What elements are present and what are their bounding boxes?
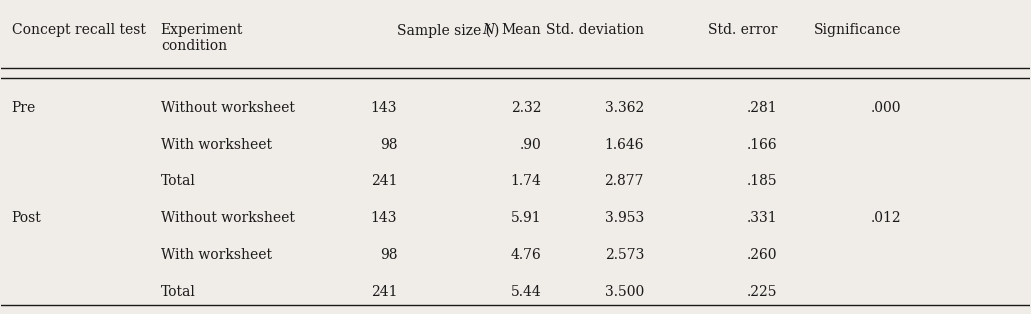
Text: N: N xyxy=(483,23,495,37)
Text: Std. deviation: Std. deviation xyxy=(546,23,644,37)
Text: Sample size (: Sample size ( xyxy=(397,23,491,38)
Text: 1.646: 1.646 xyxy=(604,138,644,152)
Text: ): ) xyxy=(493,23,498,37)
Text: .166: .166 xyxy=(747,138,777,152)
Text: 5.44: 5.44 xyxy=(510,284,541,299)
Text: .225: .225 xyxy=(747,284,777,299)
Text: Pre: Pre xyxy=(11,101,36,115)
Text: .185: .185 xyxy=(747,175,777,188)
Text: Concept recall test: Concept recall test xyxy=(11,23,145,37)
Text: With worksheet: With worksheet xyxy=(161,248,272,262)
Text: .000: .000 xyxy=(870,101,901,115)
Text: 98: 98 xyxy=(379,248,397,262)
Text: Post: Post xyxy=(11,211,41,225)
Text: 2.877: 2.877 xyxy=(604,175,644,188)
Text: 5.91: 5.91 xyxy=(510,211,541,225)
Text: 3.500: 3.500 xyxy=(605,284,644,299)
Text: Total: Total xyxy=(161,284,196,299)
Text: 2.573: 2.573 xyxy=(604,248,644,262)
Text: With worksheet: With worksheet xyxy=(161,138,272,152)
Text: 4.76: 4.76 xyxy=(510,248,541,262)
Text: 3.953: 3.953 xyxy=(605,211,644,225)
Text: 1.74: 1.74 xyxy=(510,175,541,188)
Text: Mean: Mean xyxy=(501,23,541,37)
Text: 241: 241 xyxy=(371,284,397,299)
Text: Total: Total xyxy=(161,175,196,188)
Text: 98: 98 xyxy=(379,138,397,152)
Text: 3.362: 3.362 xyxy=(605,101,644,115)
Text: 2.32: 2.32 xyxy=(510,101,541,115)
Text: .012: .012 xyxy=(870,211,901,225)
Text: 241: 241 xyxy=(371,175,397,188)
Text: .260: .260 xyxy=(747,248,777,262)
Text: Without worksheet: Without worksheet xyxy=(161,101,295,115)
Text: 143: 143 xyxy=(371,211,397,225)
Text: 143: 143 xyxy=(371,101,397,115)
Text: .281: .281 xyxy=(747,101,777,115)
Text: Std. error: Std. error xyxy=(708,23,777,37)
Text: Without worksheet: Without worksheet xyxy=(161,211,295,225)
Text: Experiment
condition: Experiment condition xyxy=(161,23,243,53)
Text: .331: .331 xyxy=(747,211,777,225)
Text: .90: .90 xyxy=(520,138,541,152)
Text: Significance: Significance xyxy=(813,23,901,37)
